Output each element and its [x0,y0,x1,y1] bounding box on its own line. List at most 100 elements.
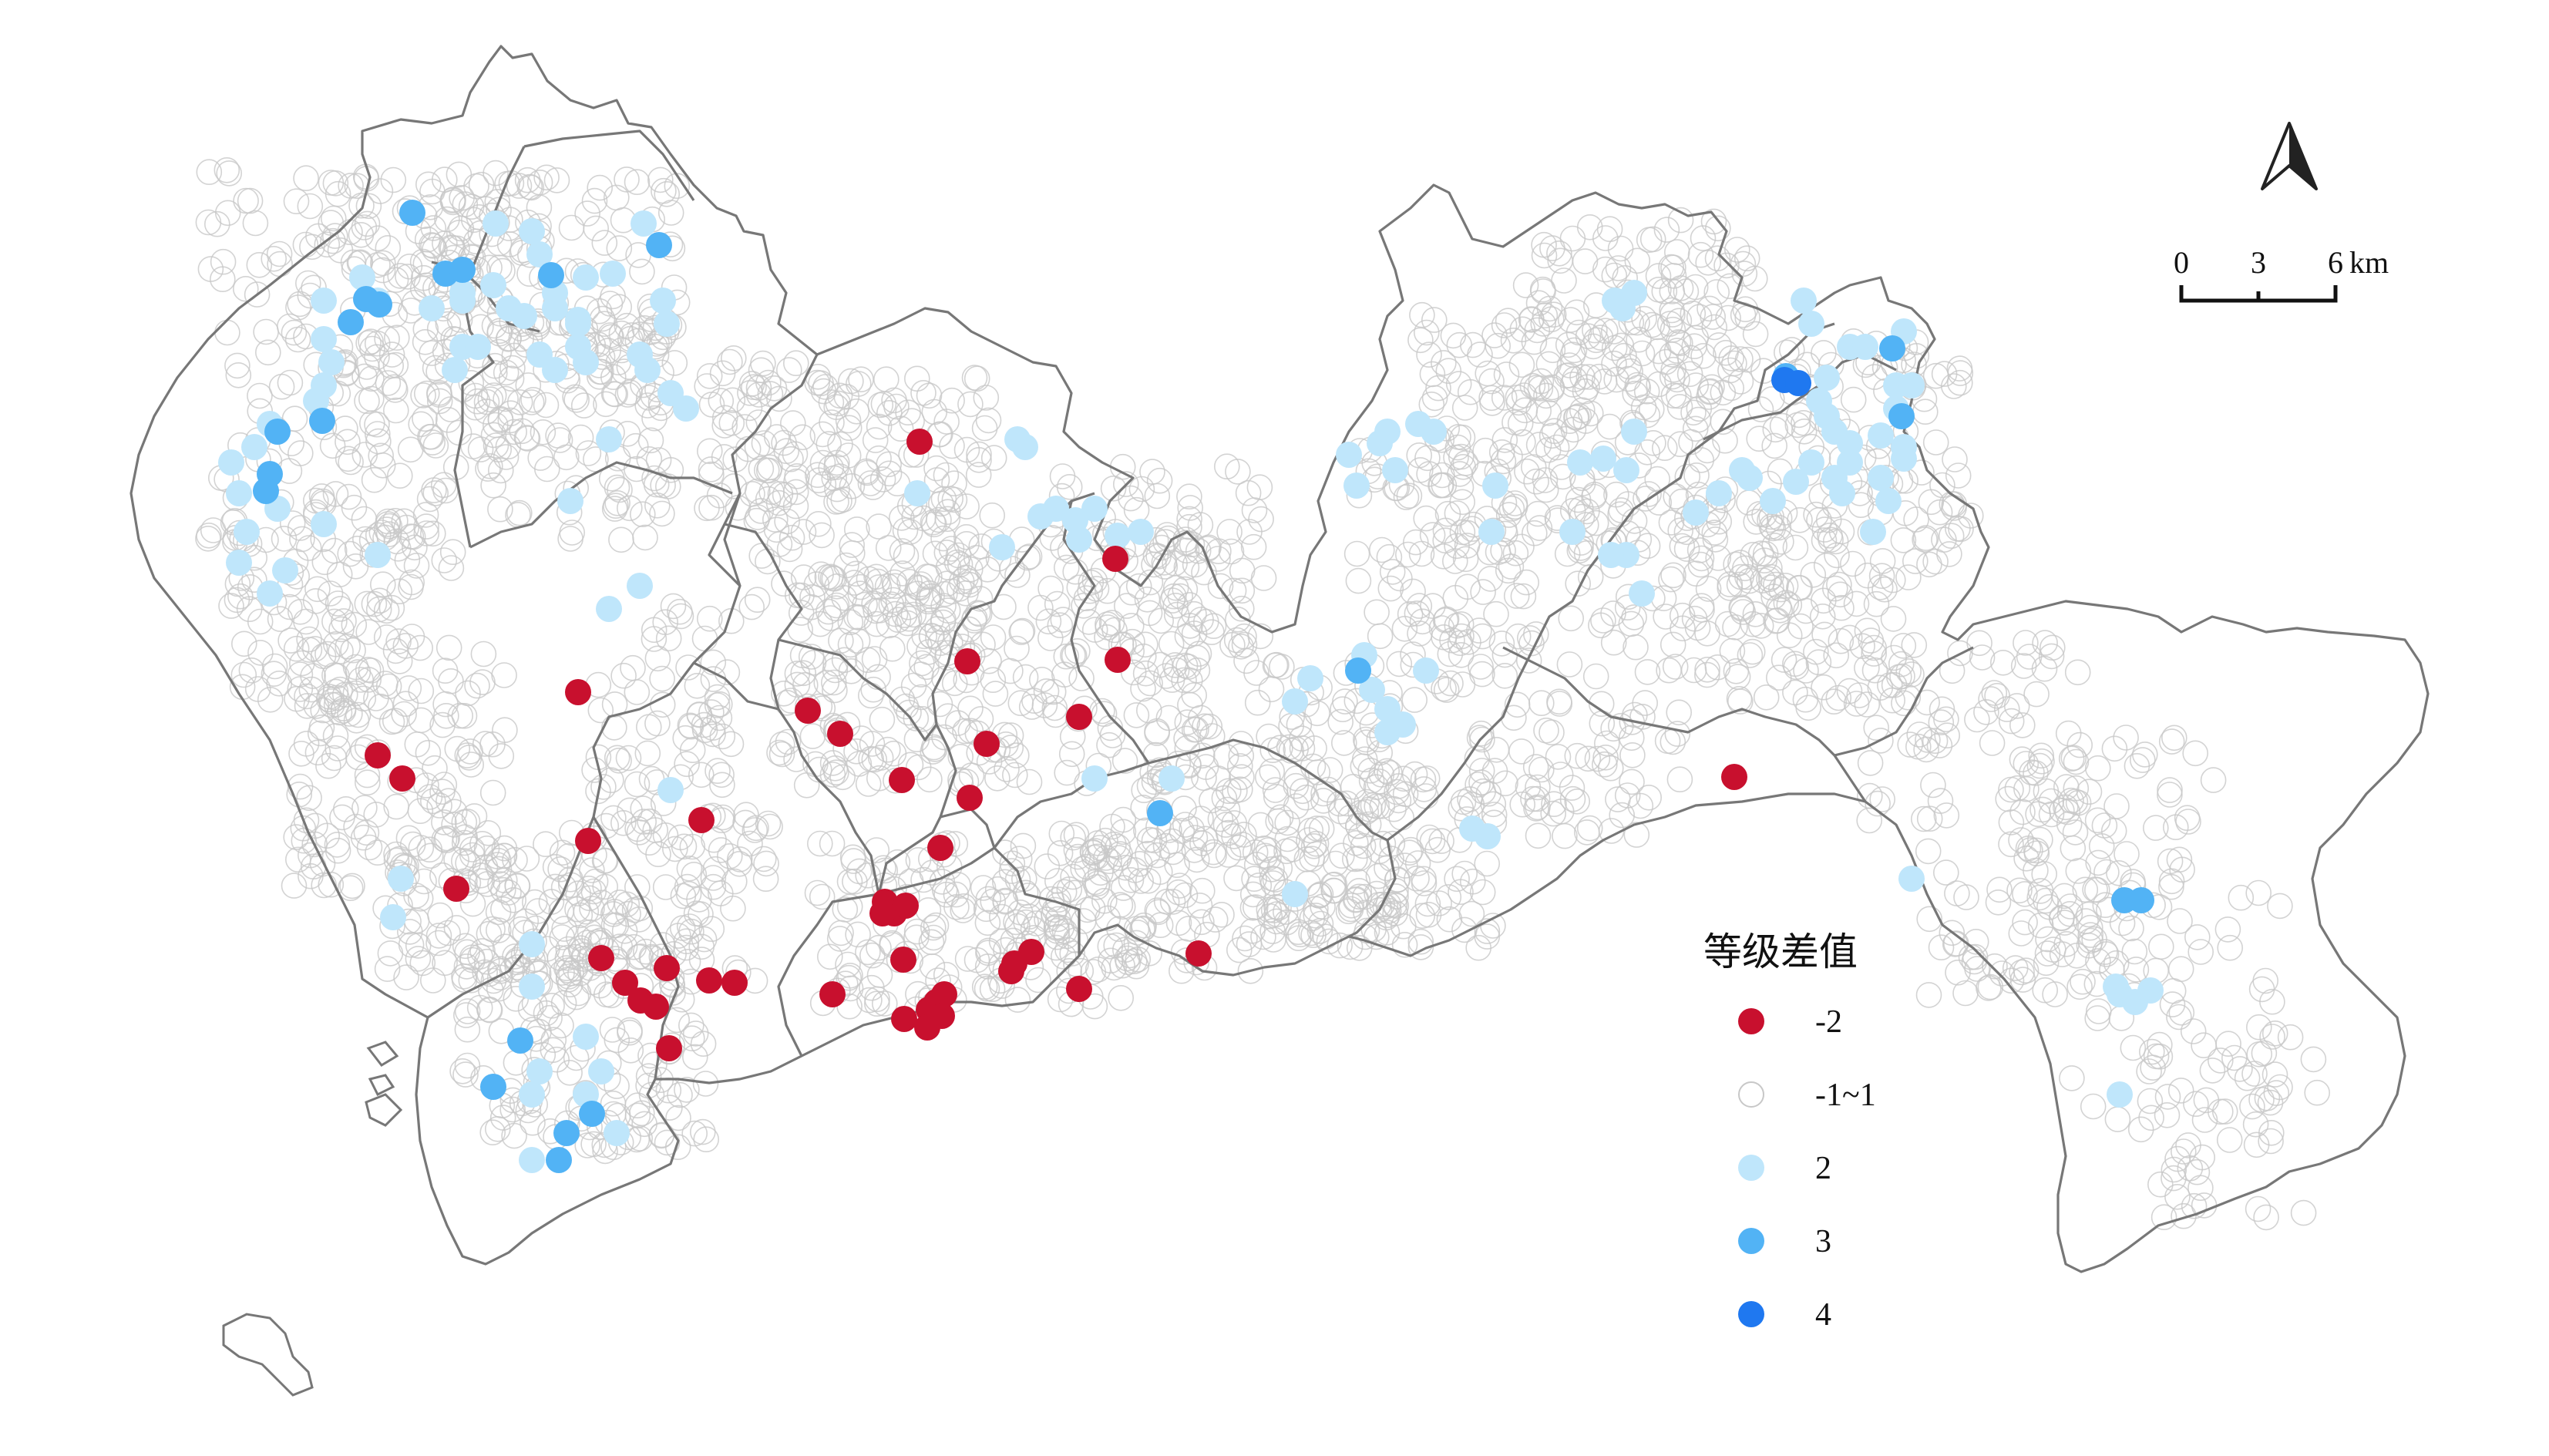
point-neutral [1981,680,2008,706]
point-neutral [744,478,771,505]
point-neutral [1771,647,1797,673]
point-neutral [1666,766,1693,793]
point-neutral [464,672,490,699]
point-neutral [767,481,794,507]
point-neutral [1840,386,1867,413]
point-level-2 [1783,469,1809,495]
point-level-minus-2 [914,1014,940,1041]
point-neutral [495,433,522,460]
point-neutral [839,540,866,567]
point-neutral [624,169,651,195]
point-neutral [2063,775,2090,802]
point-level-minus-2 [1102,546,1128,572]
point-neutral [1123,702,1150,728]
point-neutral [2118,915,2144,942]
point-neutral [1421,307,1448,333]
point-neutral [358,657,385,684]
point-neutral [711,412,738,439]
point-neutral [1685,406,1712,433]
point-neutral [1053,643,1080,670]
point-neutral [364,421,391,447]
point-neutral [706,704,733,731]
point-neutral [1636,481,1662,507]
point-neutral [343,707,370,734]
point-neutral [454,998,481,1024]
point-neutral [731,414,758,440]
point-neutral [984,765,1011,792]
point-neutral [2143,815,2169,841]
point-neutral [999,850,1026,877]
point-neutral [327,237,354,264]
point-neutral [1310,788,1337,814]
point-neutral [622,432,649,459]
point-neutral [1235,479,1262,506]
point-neutral [1782,651,1808,678]
point-neutral [319,432,346,459]
point-neutral [398,624,425,650]
point-neutral [283,635,310,662]
point-neutral [1123,930,1150,957]
point-neutral [2076,901,2102,928]
point-neutral [1856,807,1882,834]
point-neutral [620,933,647,960]
point-neutral [1660,254,1686,281]
point-neutral [1605,255,1632,281]
point-neutral [1081,617,1108,643]
point-neutral [670,883,697,910]
point-neutral [882,573,908,600]
point-neutral [1592,256,1619,283]
legend-item: 3 [1738,1224,1831,1259]
point-neutral [2187,939,2214,965]
point-neutral [2008,827,2034,853]
point-neutral [1737,642,1764,668]
point-neutral [889,686,916,713]
point-neutral [548,1012,574,1039]
point-neutral [694,373,721,399]
point-neutral [1828,594,1855,621]
point-neutral [398,573,424,600]
district-line [993,738,1388,849]
point-neutral [1664,366,1690,393]
point-neutral [603,493,629,520]
point-neutral [1221,823,1247,849]
point-neutral [960,607,987,634]
point-neutral [1912,526,1938,553]
point-neutral [499,355,526,382]
point-neutral [1393,484,1420,510]
point-neutral [866,962,893,988]
point-neutral [458,369,485,396]
point-neutral [567,424,594,451]
point-neutral [317,580,344,607]
point-neutral [520,1109,546,1136]
point-level-2 [526,241,553,267]
point-neutral [1724,664,1751,690]
point-neutral [1523,375,1550,401]
point-neutral [2137,1088,2164,1115]
point-neutral [1081,869,1108,896]
point-level-2 [1898,372,1925,398]
point-neutral [953,523,980,550]
point-neutral [520,386,546,413]
point-neutral [608,320,635,347]
point-neutral [244,281,271,308]
point-level-2 [380,904,406,930]
point-level-2 [519,973,545,1000]
point-neutral [2253,1204,2279,1231]
point-neutral [614,891,641,918]
point-neutral [980,445,1007,471]
point-neutral [1533,717,1559,744]
district-line [693,661,779,711]
point-neutral [838,657,865,684]
point-neutral [326,561,353,588]
point-neutral [1535,351,1562,378]
point-level-2 [650,288,676,314]
point-neutral [554,944,581,971]
point-neutral [776,536,803,563]
point-neutral [555,936,582,963]
point-neutral [1518,630,1545,657]
point-neutral [932,580,958,607]
point-neutral [326,699,353,726]
point-neutral [780,410,806,436]
point-neutral [2154,1084,2181,1110]
point-neutral [296,637,323,663]
